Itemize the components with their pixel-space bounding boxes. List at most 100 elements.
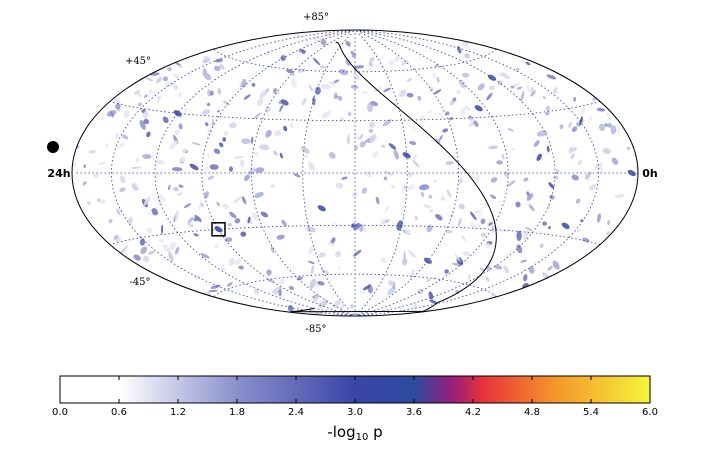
significance-blob bbox=[412, 303, 417, 309]
significance-blob bbox=[301, 49, 306, 54]
significance-blob bbox=[308, 260, 315, 265]
significance-blob bbox=[270, 184, 275, 188]
significance-blob bbox=[328, 152, 336, 159]
significance-blob bbox=[209, 164, 219, 170]
significance-blob bbox=[479, 267, 485, 271]
significance-blob bbox=[480, 218, 486, 225]
significance-blob bbox=[287, 304, 294, 313]
significance-blob bbox=[165, 81, 176, 88]
significance-blob bbox=[528, 204, 535, 212]
significance-blob bbox=[228, 257, 235, 266]
significance-blob bbox=[596, 107, 606, 112]
dec-label-upper-left: +45° bbox=[125, 56, 151, 67]
significance-blob bbox=[178, 184, 184, 188]
significance-blob bbox=[174, 210, 180, 222]
significance-blob bbox=[485, 243, 491, 249]
significance-blob bbox=[569, 146, 573, 154]
significance-blob bbox=[403, 250, 406, 262]
significance-blob bbox=[137, 102, 142, 107]
significance-blob bbox=[525, 61, 531, 66]
significance-blob bbox=[178, 123, 183, 130]
significance-blob bbox=[473, 120, 479, 127]
significance-blob bbox=[626, 146, 631, 151]
significance-blob bbox=[598, 123, 606, 132]
significance-blob bbox=[461, 235, 467, 242]
significance-blob bbox=[288, 285, 295, 291]
significance-blob bbox=[445, 111, 450, 116]
hotspot-blob bbox=[214, 226, 223, 233]
significance-blob bbox=[488, 221, 493, 227]
significance-blob bbox=[140, 246, 148, 255]
significance-blob bbox=[547, 265, 553, 272]
significance-blob bbox=[412, 159, 420, 168]
significance-blob bbox=[604, 123, 608, 127]
sky-background bbox=[72, 30, 638, 316]
significance-blob bbox=[454, 254, 461, 262]
significance-blob bbox=[440, 196, 445, 201]
significance-blob bbox=[358, 134, 364, 140]
significance-blob bbox=[515, 201, 521, 208]
significance-blob bbox=[510, 147, 515, 152]
significance-blob bbox=[328, 81, 335, 86]
sky-map: +85° +45° -45° -85° 24h 0h bbox=[47, 12, 658, 335]
significance-blob bbox=[575, 198, 581, 204]
significance-blob bbox=[205, 122, 209, 127]
significance-blob bbox=[573, 97, 577, 102]
significance-blob bbox=[128, 216, 133, 225]
significance-blob bbox=[485, 276, 490, 282]
significance-blob bbox=[335, 182, 343, 189]
significance-blob bbox=[442, 128, 449, 133]
colorbar-ticks: 0.0 0.6 1.2 1.8 2.4 3.0 3.6 4.2 4.8 5.4 6.0 bbox=[52, 376, 658, 418]
significance-blob bbox=[458, 79, 466, 89]
colorbar-tick-label: 5.4 bbox=[583, 407, 599, 418]
significance-blob bbox=[312, 96, 316, 106]
significance-blob bbox=[546, 74, 557, 80]
significance-blob bbox=[488, 145, 498, 150]
significance-blob bbox=[350, 50, 355, 55]
significance-blob bbox=[174, 115, 183, 118]
significance-blob bbox=[388, 59, 395, 66]
significance-blob bbox=[456, 89, 461, 95]
significance-blob bbox=[139, 119, 146, 130]
grid-meridian bbox=[358, 30, 509, 316]
significance-blob bbox=[312, 294, 319, 303]
significance-blob bbox=[193, 217, 200, 222]
significance-blob bbox=[584, 171, 592, 180]
significance-blob bbox=[151, 208, 159, 216]
significance-blob bbox=[474, 209, 482, 214]
significance-blob bbox=[469, 211, 477, 221]
grid-meridian bbox=[359, 30, 556, 316]
significance-blob bbox=[283, 125, 288, 132]
significance-blob bbox=[412, 125, 416, 132]
significance-blob bbox=[96, 198, 101, 203]
significance-blob bbox=[161, 224, 164, 235]
significance-blob bbox=[204, 191, 209, 199]
significance-blob bbox=[204, 72, 212, 81]
significance-blob bbox=[207, 153, 210, 158]
significance-blob bbox=[549, 194, 555, 200]
significance-blob bbox=[273, 87, 277, 94]
significance-blob bbox=[200, 253, 210, 259]
significance-blob bbox=[333, 79, 340, 84]
significance-blob bbox=[123, 109, 130, 119]
significance-blob bbox=[119, 175, 126, 184]
significance-blob bbox=[597, 163, 603, 173]
significance-blob bbox=[445, 229, 453, 234]
significance-blob bbox=[494, 264, 503, 270]
hotspot-blob bbox=[474, 105, 483, 112]
significance-blob bbox=[115, 237, 122, 243]
significance-blob bbox=[468, 274, 471, 280]
significance-blob bbox=[229, 122, 237, 129]
significance-blob bbox=[134, 90, 141, 95]
colorbar-tick-label: 6.0 bbox=[642, 407, 658, 418]
significance-blob bbox=[611, 157, 619, 165]
significance-blob bbox=[115, 132, 119, 140]
significance-blob bbox=[449, 116, 454, 121]
significance-blob bbox=[155, 159, 166, 165]
significance-blob bbox=[345, 59, 352, 66]
significance-blob bbox=[187, 216, 194, 224]
significance-blob bbox=[173, 84, 178, 90]
significance-blob bbox=[429, 209, 434, 213]
significance-blob bbox=[193, 233, 199, 237]
significance-blob bbox=[428, 291, 434, 300]
